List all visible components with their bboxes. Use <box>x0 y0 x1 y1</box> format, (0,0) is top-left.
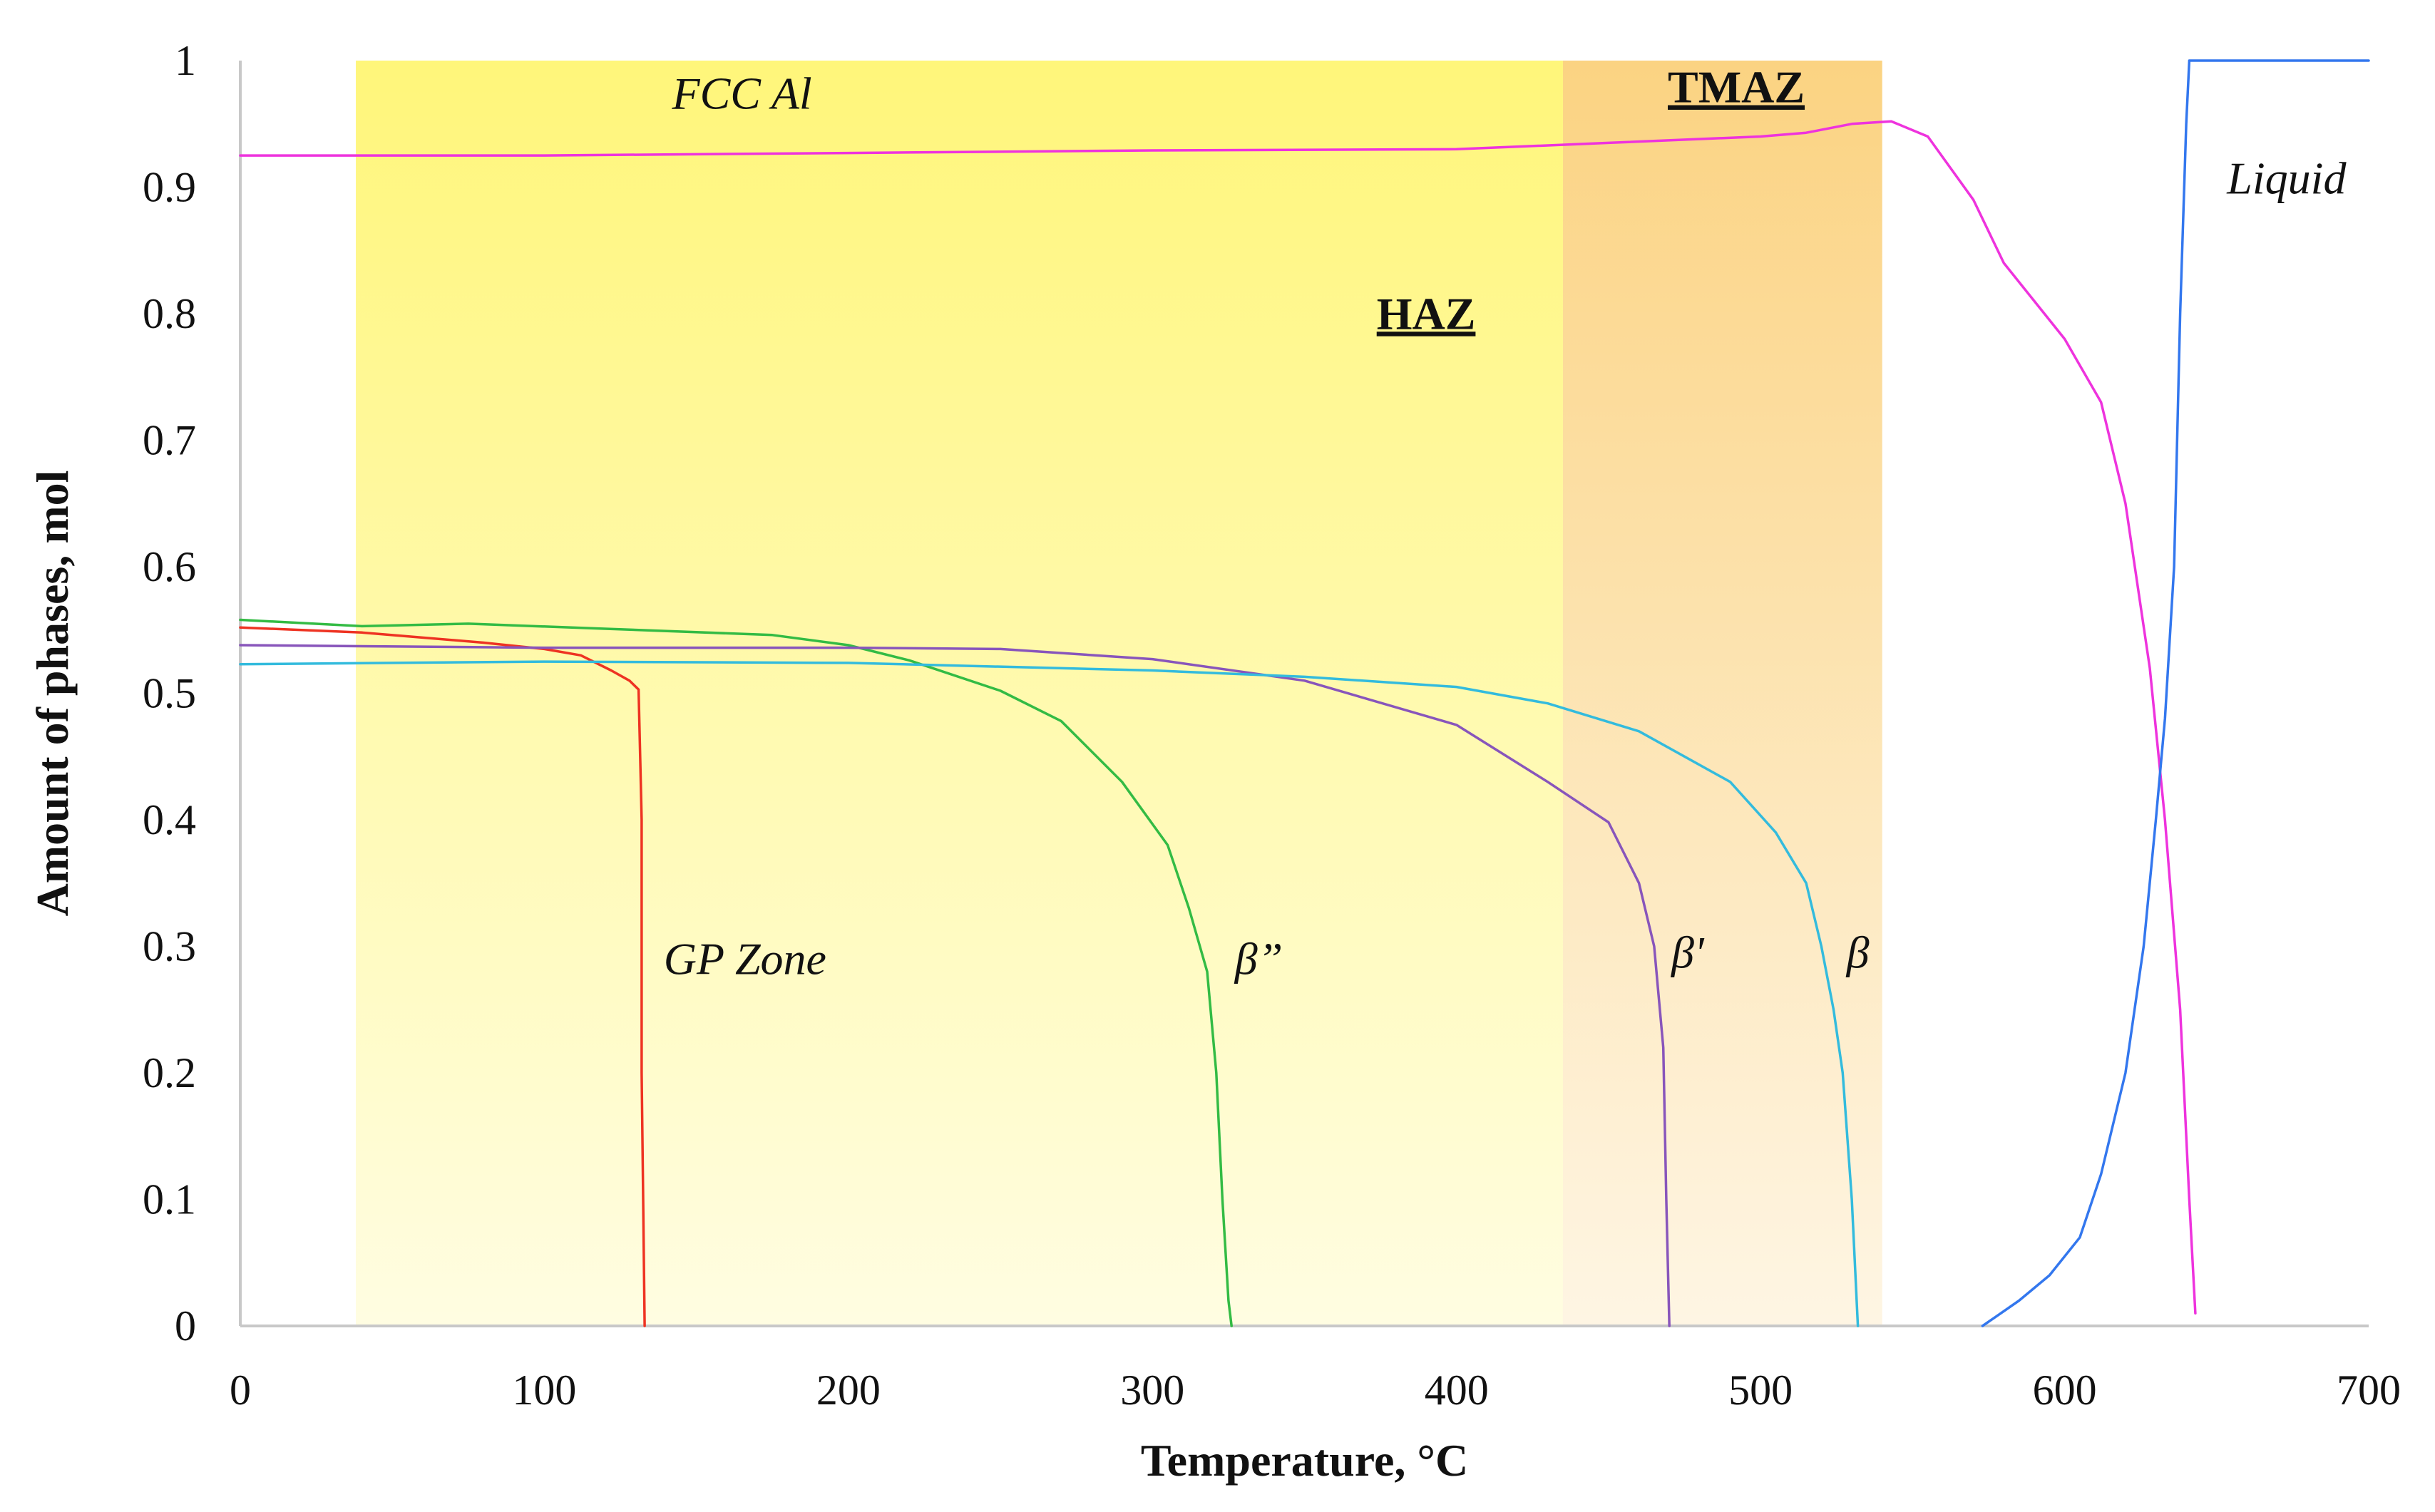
y-axis-title: Amount of phases, mol <box>27 470 78 917</box>
fcc-al-label: FCC Al <box>672 68 812 118</box>
x-tick-label: 0 <box>230 1367 251 1414</box>
x-axis-title: Temperature, °C <box>1141 1435 1468 1486</box>
y-tick-label: 0.6 <box>143 543 196 590</box>
y-tick-label: 0.7 <box>143 417 196 464</box>
regions-layer <box>356 61 1882 1326</box>
haz-region <box>356 61 1563 1326</box>
y-tick-label: 0.8 <box>143 290 196 337</box>
x-tick-label: 200 <box>816 1367 881 1414</box>
gp-zone-label: GP Zone <box>664 934 826 984</box>
gp-zone-line <box>239 626 646 1327</box>
ticks-layer: 0 100 200 300 400 500 600 700 0 0.1 0.2 0.3 0.4 0.5 0.… <box>143 37 2401 1414</box>
item-line <box>239 644 1671 1327</box>
y-tick-label: 0.4 <box>143 796 196 843</box>
x-tick-label: 700 <box>2337 1367 2401 1414</box>
y-tick-label: 0.5 <box>143 670 196 717</box>
item-label: β' <box>1670 927 1705 978</box>
y-tick-label: 0.1 <box>143 1176 196 1223</box>
item-line <box>239 660 1860 1327</box>
annotations-layer: FCC Al TMAZ HAZ Liquid GP Zone β” β' β <box>664 62 2347 984</box>
item-label: β” <box>1234 934 1283 984</box>
y-tick-label: 0.2 <box>143 1049 196 1096</box>
y-tick-label: 0.9 <box>143 164 196 211</box>
tmaz-region <box>1562 61 1882 1326</box>
x-tick-label: 300 <box>1120 1367 1184 1414</box>
x-tick-label: 400 <box>1425 1367 1489 1414</box>
x-tick-label: 600 <box>2033 1367 2097 1414</box>
item-line <box>239 618 1233 1327</box>
tmaz-zone-label: TMAZ <box>1668 62 1805 113</box>
haz-zone-label: HAZ <box>1377 288 1476 339</box>
x-tick-label: 100 <box>512 1367 576 1414</box>
y-tick-label: 0.3 <box>143 923 196 970</box>
axes-layer <box>239 61 2369 1327</box>
x-tick-label: 500 <box>1728 1367 1793 1414</box>
y-tick-label: 0 <box>175 1302 196 1349</box>
y-tick-label: 1 <box>175 37 196 84</box>
liquid-label: Liquid <box>2226 153 2347 203</box>
liquid-line <box>1981 59 2370 1327</box>
item-label: β <box>1845 927 1870 978</box>
series-layer <box>239 59 2370 1327</box>
